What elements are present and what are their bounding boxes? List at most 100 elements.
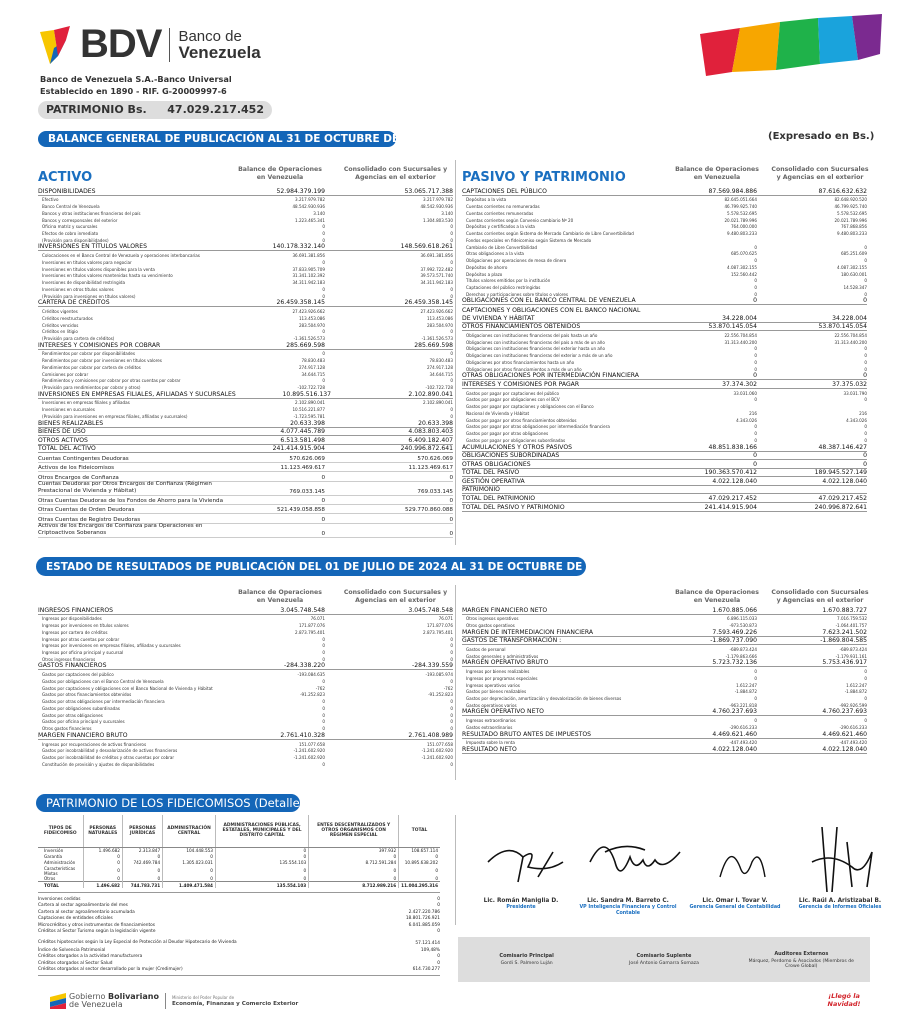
row-value-consolidado: 0 [450, 293, 453, 299]
table-cell: 0 [214, 865, 309, 876]
table-cell: 0 [214, 847, 309, 854]
row-label: TOTAL DEL PATRIMONIO [462, 495, 536, 503]
row-value-venezuela: 0 [754, 424, 757, 430]
signatory: Lic. Sandra M. Barreto C. VP Inteligencia… [573, 898, 683, 917]
row-value-venezuela: 3.140 [313, 210, 325, 216]
table-row: BIENES DE USO 4.077.445.789 4.083.803.403 [38, 428, 453, 437]
row-value-venezuela: 1.223.465.341 [295, 217, 325, 223]
venezuela-flag-icon [50, 993, 66, 1009]
table-row: OBLIGACIONES SUBORDINADAS 0 0 [462, 452, 867, 461]
table-row: Ingresos por cartera de créditos 2.873.79… [38, 628, 453, 635]
table-row: Bancos y corresponsales del exterior 1.22… [38, 216, 453, 223]
table-row: Rendimientos por cobrar por cartera de c… [38, 363, 453, 370]
table-row: Gastos por bienes realizables -1.884.872 -… [462, 688, 867, 694]
row-label: Inversiones en títulos valores para nego… [42, 259, 132, 265]
table-row: Rendimientos y comisiones por cobrar por… [38, 377, 453, 384]
row-label: Ingresos por inversiones en títulos valo… [42, 623, 129, 629]
row-value-consolidado: 4.469.621.460 [822, 730, 867, 738]
item-value: 2.427.220.786 [408, 909, 440, 915]
table-row: CARTERA DE CRÉDITOS 26.459.358.145 26.459.… [38, 299, 453, 308]
row-value-consolidado: 4.022.128.040 [822, 745, 867, 753]
row-value-venezuela: -91.252.823 [300, 692, 325, 698]
row-label: Banco Central de Venezuela [42, 204, 100, 210]
table-row: MARGEN FINANCIERO BRUTO 2.761.410.328 2.76… [38, 731, 453, 740]
row-value-venezuela: 0 [321, 530, 325, 537]
row-value-consolidado: 0 [864, 431, 867, 437]
row-value-consolidado: -1.241.602.920 [421, 755, 453, 761]
row-value-venezuela: 0 [322, 678, 325, 684]
row-label: Cuentas corrientes según Convenio cambia… [466, 217, 574, 223]
table-row: Obligaciones por otros financiamientos h… [462, 358, 867, 365]
gob-line2: de Venezuela [69, 1000, 123, 1009]
row-value-consolidado: -762 [443, 685, 453, 691]
signature-maniglia [487, 849, 564, 883]
list-item: Índice de Solvencia Patrimonial 109,48% [38, 946, 440, 953]
row-label: Gastos generales y administrativos [466, 653, 539, 659]
row-label: Constitución de provisión y ajustes de d… [42, 761, 155, 767]
table-row: Gastos por otros financiamientos obtenid… [38, 691, 453, 698]
row-value-venezuela: 0 [322, 712, 325, 718]
table-cell: 1.409.471.584 [162, 881, 216, 888]
table-row: CAPTACIONES DEL PÚBLICO 87.569.984.886 87.… [462, 187, 867, 196]
row-value-venezuela: 0 [754, 244, 757, 250]
row-value-venezuela: 283.504.970 [298, 322, 325, 328]
row-label: Gastos operativos varios [466, 702, 517, 708]
table-row: Gastos por incobrabilidad y desvalorizac… [38, 747, 453, 753]
column-divider [455, 160, 456, 545]
table-cell: 0 [121, 853, 163, 860]
row-value-venezuela: -689.873.424 [729, 647, 757, 653]
row-label: Otros ingresos operativos [466, 616, 519, 622]
table-row: INTERESES Y COMISIONES POR COBRAR 285.669… [38, 341, 453, 350]
table-row: Oficina matriz y sucursales 0 0 [38, 223, 453, 229]
item-label: Créditos al Sector Turismo según la legi… [38, 929, 156, 934]
comisario-title: Comisario Principal [499, 953, 554, 959]
row-value-venezuela: -193.084.635 [297, 672, 325, 678]
table-cell: 135.554.103 [214, 881, 309, 888]
table-row: Gastos por pagar por captaciones del púb… [462, 389, 867, 396]
row-label: OTROS ACTIVOS [38, 436, 88, 444]
row-value-consolidado: 20.633.398 [418, 419, 453, 427]
table-row: ACUMULACIONES Y OTROS PASIVOS 48.851.838.… [462, 443, 867, 452]
row-label: Gastos por pagar por obligaciones subord… [466, 437, 566, 443]
table-cell: 0 [162, 865, 216, 876]
row-label: OTROS FINANCIAMIENTOS OBTENIDOS [462, 323, 581, 331]
row-value-consolidado: 0 [863, 452, 867, 460]
row-value-consolidado: 171.877.076 [426, 623, 453, 629]
table-row: Impuesto sobre la renta -447.493.420 -447.… [462, 739, 867, 746]
list-item: Créditos hipotecarios según la Ley Espec… [38, 934, 440, 946]
row-value-consolidado: 27.423.926.662 [420, 309, 453, 315]
item-value: 0 [437, 929, 440, 934]
row-value-venezuela: 0 [754, 437, 757, 443]
row-value-consolidado: 20.021.789.996 [834, 217, 867, 223]
table-row: RESULTADO BRUTO ANTES DE IMPUESTOS 4.469.… [462, 730, 867, 739]
row-label: Cambiario de Libre Convertibilidad [466, 244, 538, 250]
row-label: Otras Cuentas de Orden Deudoras [38, 507, 135, 514]
column-header: PERSONAS JURÍDICAS [121, 815, 163, 848]
row-value-venezuela: 4.469.621.460 [712, 730, 757, 738]
table-row: MARGEN OPERATIVO BRUTO 5.723.732.136 5.753… [462, 659, 867, 668]
row-value-consolidado: 767.868.856 [840, 224, 867, 230]
row-value-venezuela: 0 [322, 699, 325, 705]
row-value-venezuela: 0 [754, 359, 757, 365]
row-value-consolidado: 4.343.026 [846, 417, 867, 423]
row-value-consolidado: -992.926.599 [839, 702, 867, 708]
row-label: BIENES REALIZABLES [38, 419, 104, 427]
row-value-consolidado: 2.761.408.989 [408, 731, 453, 739]
table-row: Gastos generales y administrativos -1.179… [462, 652, 867, 659]
row-value-venezuela: 0 [322, 378, 325, 384]
comisario: Comisario Suplente José Antonio Gamarra S… [609, 953, 719, 966]
row-label: Gastos por pagar por captaciones del púb… [466, 390, 560, 396]
comisarios-box: Comisario Principal Gordi S. Palmero Lujá… [458, 937, 870, 982]
row-value-venezuela: -447.493.420 [729, 740, 757, 746]
row-value-consolidado: 283.504.970 [426, 322, 453, 328]
row-value-consolidado: 0 [864, 291, 867, 297]
row-value-venezuela: 6.896.115.033 [727, 616, 757, 622]
table-row: Gastos por pagar por obligaciones con el… [462, 396, 867, 402]
table-row: BIENES REALIZABLES 20.633.398 20.633.398 [38, 419, 453, 428]
item-value: 57.121.414 [415, 941, 440, 946]
row-value-venezuela: -973.530.873 [729, 623, 757, 629]
row-label: MARGEN FINANCIERO BRUTO [38, 731, 128, 739]
row-value-consolidado: 2.102.890.041 [423, 400, 453, 406]
brand-line1: Banco de [178, 27, 242, 45]
table-row: Otros 0 0 0 0 0 0 [38, 875, 440, 882]
